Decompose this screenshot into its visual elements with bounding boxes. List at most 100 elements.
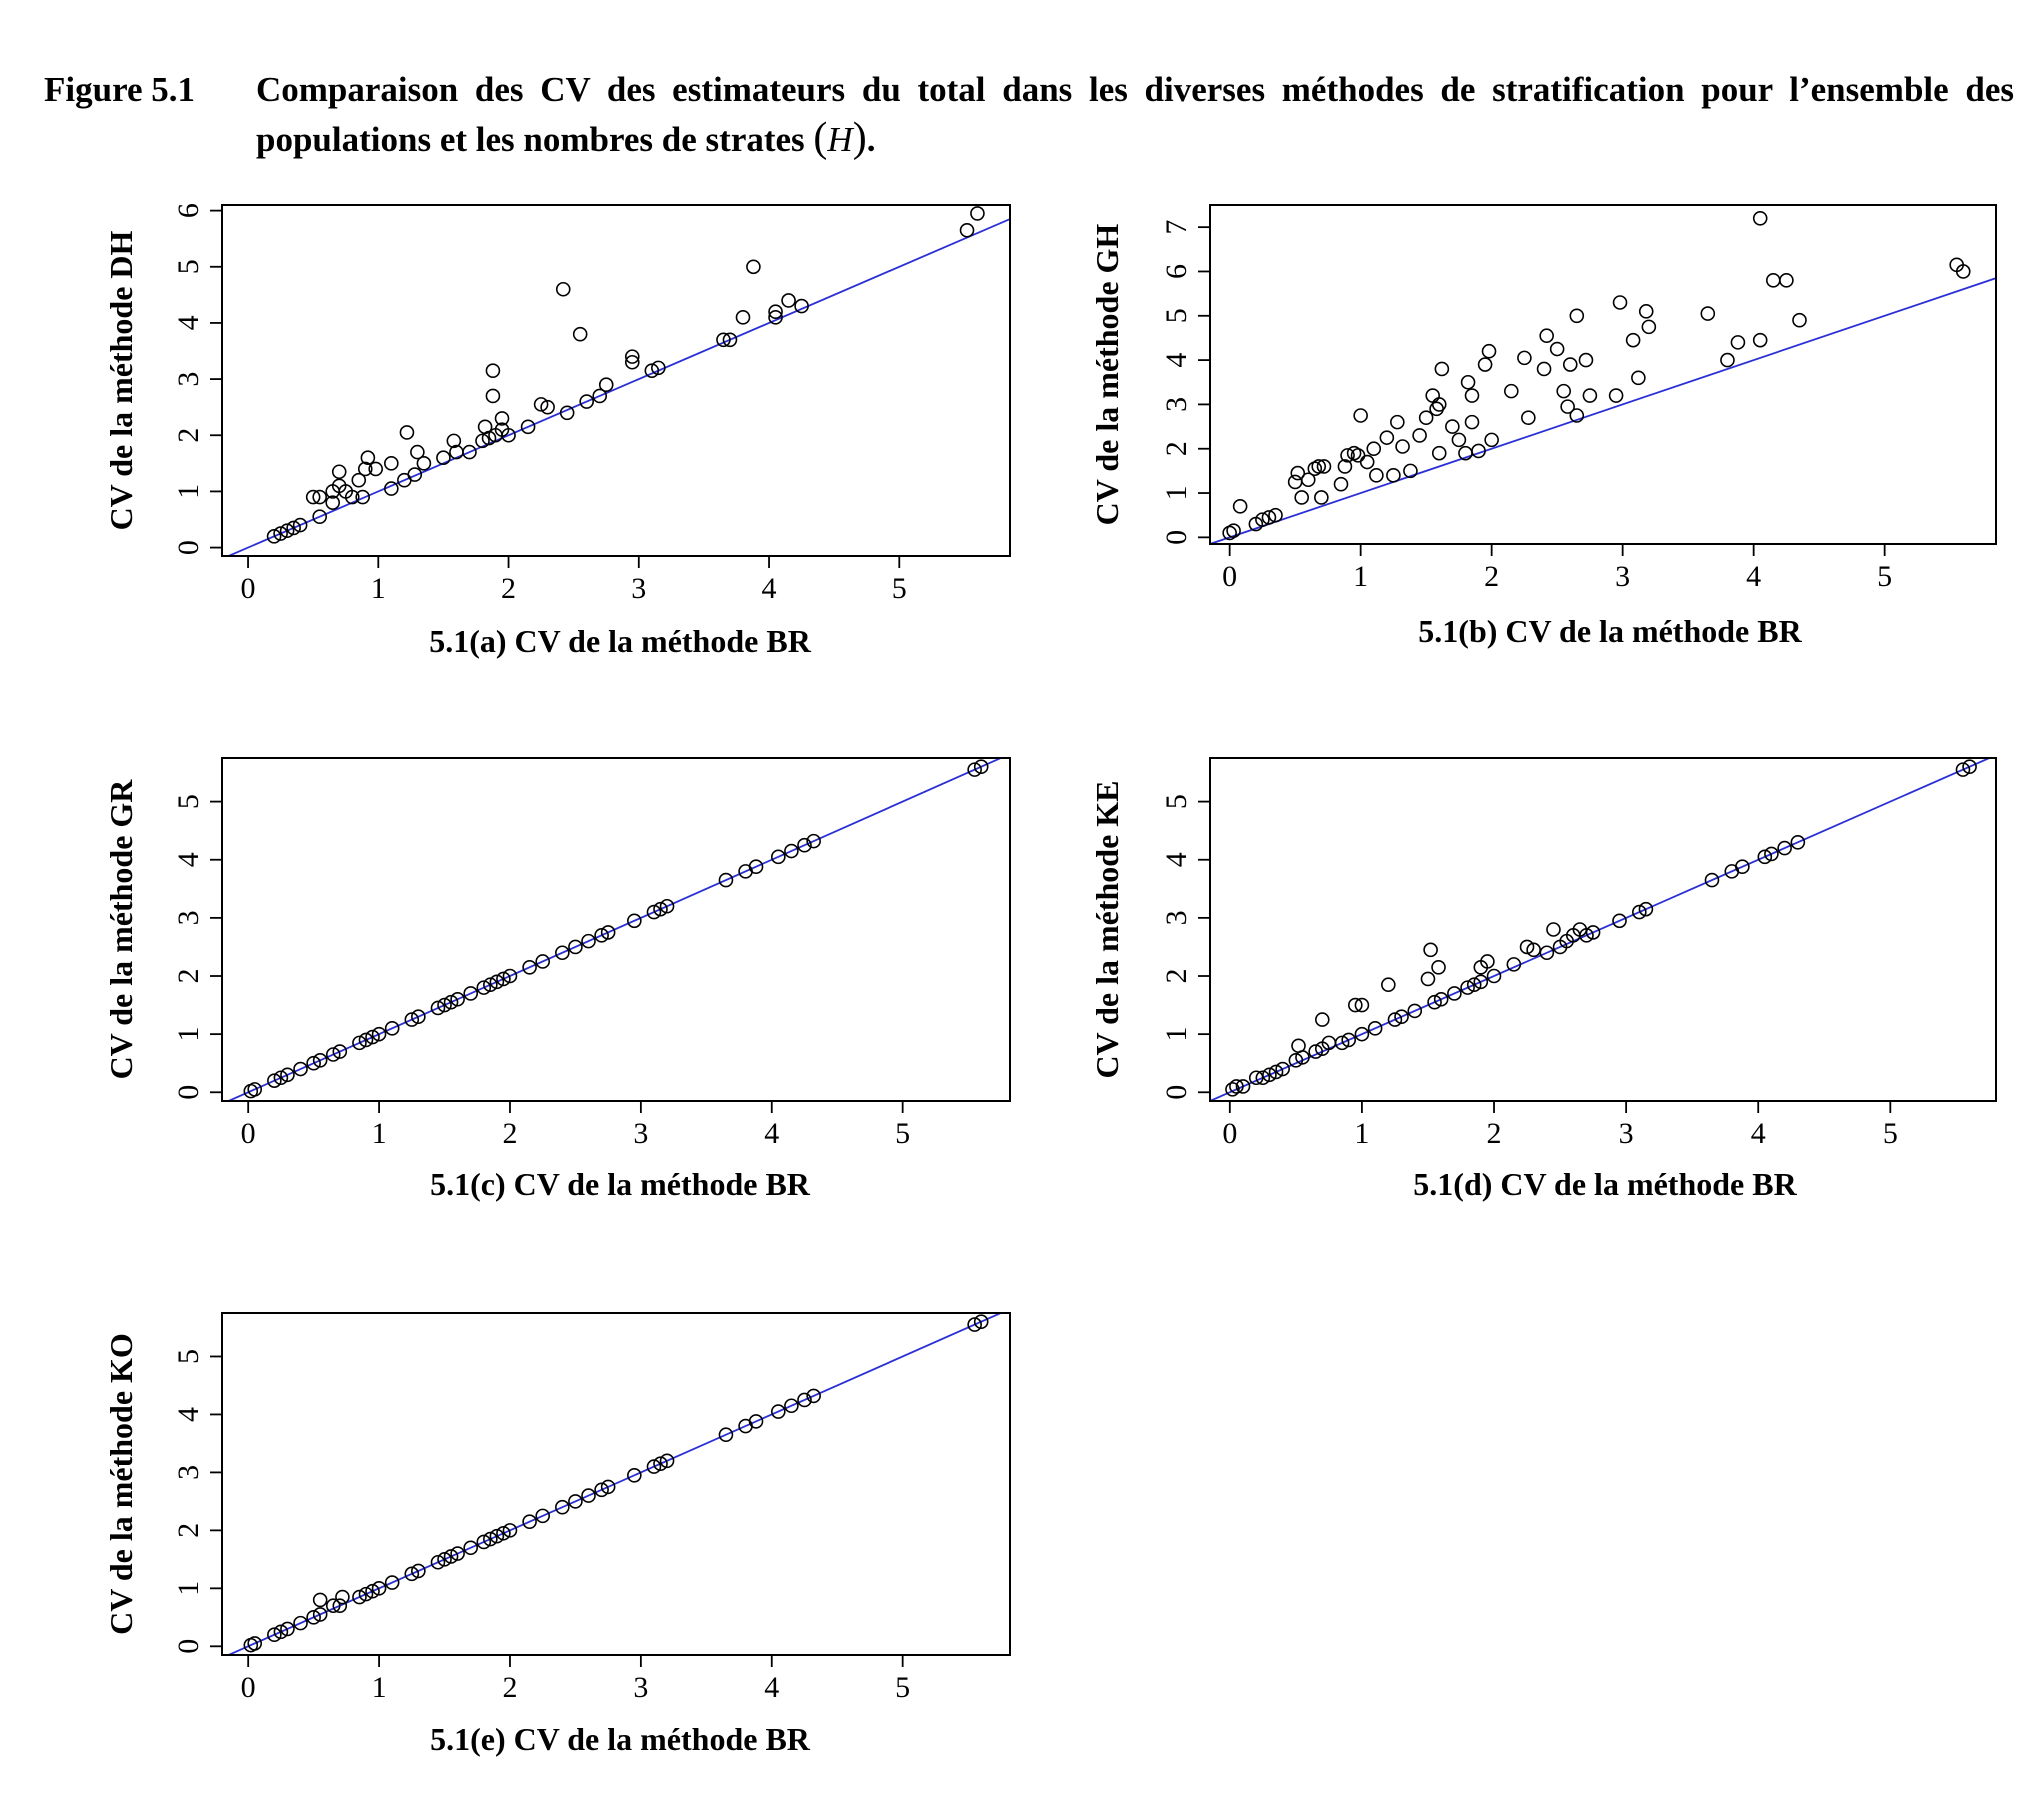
point-e-2 xyxy=(267,1627,282,1643)
point-b-39 xyxy=(1460,374,1476,390)
x-tick-label-a-0: 0 xyxy=(241,572,256,605)
point-e-33 xyxy=(581,1488,596,1503)
point-c-24 xyxy=(489,974,505,990)
point-a-38 xyxy=(501,427,516,443)
point-d-29 xyxy=(1433,991,1449,1007)
point-e-43 xyxy=(771,1404,786,1419)
point-a-5 xyxy=(312,509,327,524)
point-d-46 xyxy=(1579,928,1594,943)
point-c-15 xyxy=(404,1012,420,1027)
point-b-24 xyxy=(1379,430,1395,445)
point-e-9 xyxy=(325,1598,341,1614)
point-b-31 xyxy=(1425,388,1440,403)
point-e-31 xyxy=(555,1499,570,1515)
point-b-12 xyxy=(1311,459,1327,474)
point-d-49 xyxy=(1632,904,1647,920)
point-d-16 xyxy=(1341,1032,1357,1048)
point-b-7 xyxy=(1287,474,1303,490)
point-b-45 xyxy=(1484,432,1499,448)
point-d-26 xyxy=(1423,942,1438,958)
point-e-12 xyxy=(352,1589,367,1605)
scatter-panel-c: 0 1 2 3 4 5 0 1 2 3 4 5 5.1(c) CV de la méthode BR CV… xyxy=(103,757,1011,1202)
point-d-54 xyxy=(1757,849,1773,865)
y-tick-label-a-0: 0 xyxy=(172,540,205,555)
point-e-11 xyxy=(335,1589,350,1605)
point-e-48 xyxy=(973,1314,989,1329)
point-d-11 xyxy=(1308,1044,1323,1059)
point-a-17 xyxy=(360,450,376,466)
point-c-16 xyxy=(411,1009,426,1025)
y-tick-label-b-6: 6 xyxy=(1160,264,1193,279)
point-a-33 xyxy=(485,363,501,378)
point-b-16 xyxy=(1337,459,1353,474)
point-d-19 xyxy=(1354,1026,1370,1042)
point-d-13 xyxy=(1314,1012,1330,1027)
x-tick-label-c-4: 4 xyxy=(764,1117,779,1150)
point-c-6 xyxy=(306,1055,321,1071)
point-d-34 xyxy=(1473,974,1489,990)
point-c-41 xyxy=(771,849,786,865)
point-e-44 xyxy=(784,1398,799,1414)
y-tick-label-d-0: 0 xyxy=(1160,1085,1193,1100)
point-d-17 xyxy=(1348,997,1363,1013)
point-c-26 xyxy=(502,968,518,984)
point-b-53 xyxy=(1560,399,1575,414)
point-d-22 xyxy=(1387,1012,1403,1027)
point-b-49 xyxy=(1536,361,1552,377)
point-a-39 xyxy=(520,419,536,435)
point-e-17 xyxy=(404,1566,420,1582)
point-b-27 xyxy=(1395,439,1410,454)
point-a-47 xyxy=(598,377,614,393)
point-b-35 xyxy=(1434,361,1450,377)
point-a-42 xyxy=(555,281,571,297)
point-e-8 xyxy=(312,1592,328,1608)
point-b-23 xyxy=(1369,468,1384,483)
y-tick-label-b-3: 3 xyxy=(1160,397,1193,412)
point-c-4 xyxy=(280,1067,295,1083)
point-e-7 xyxy=(312,1607,328,1622)
point-a-55 xyxy=(746,259,761,275)
point-c-33 xyxy=(600,925,616,940)
y-tick-label-a-1: 1 xyxy=(172,484,205,499)
point-d-24 xyxy=(1407,1003,1423,1019)
y-tick-label-c-4: 4 xyxy=(172,852,205,867)
point-b-58 xyxy=(1582,388,1598,403)
point-d-20 xyxy=(1367,1021,1383,1036)
x-axis-title-b: 5.1(b) CV de la méthode BR xyxy=(1418,613,1802,649)
y-tick-label-b-4: 4 xyxy=(1160,353,1193,368)
point-b-50 xyxy=(1539,328,1554,344)
point-b-55 xyxy=(1569,308,1585,324)
point-b-44 xyxy=(1481,343,1497,359)
plot-frame-c xyxy=(221,757,1011,1102)
point-b-28 xyxy=(1403,463,1418,479)
point-e-14 xyxy=(365,1583,380,1599)
point-d-56 xyxy=(1777,840,1792,856)
reference-line-a xyxy=(226,218,1010,556)
reference-line-b xyxy=(1210,277,1996,544)
point-c-36 xyxy=(653,901,668,917)
y-tick-label-d-3: 3 xyxy=(1160,910,1193,925)
caption-end: . xyxy=(866,120,876,159)
point-b-41 xyxy=(1464,414,1480,430)
point-b-15 xyxy=(1333,476,1349,492)
point-d-30 xyxy=(1447,986,1462,1001)
point-e-30 xyxy=(535,1508,550,1524)
point-c-20 xyxy=(450,991,465,1007)
point-d-32 xyxy=(1466,977,1482,993)
point-c-34 xyxy=(627,913,642,929)
point-e-45 xyxy=(797,1392,812,1408)
point-a-43 xyxy=(559,405,575,421)
point-d-39 xyxy=(1526,942,1541,958)
point-a-15 xyxy=(355,489,370,505)
point-b-9 xyxy=(1294,490,1309,505)
point-d-40 xyxy=(1539,945,1555,961)
point-b-64 xyxy=(1641,319,1657,335)
point-e-13 xyxy=(358,1586,374,1602)
point-e-47 xyxy=(967,1317,982,1332)
y-tick-label-b-0: 0 xyxy=(1160,530,1193,545)
point-a-40 xyxy=(533,397,549,412)
point-a-26 xyxy=(436,450,451,466)
point-e-32 xyxy=(568,1494,583,1509)
point-c-31 xyxy=(581,933,596,949)
point-e-42 xyxy=(748,1414,764,1429)
